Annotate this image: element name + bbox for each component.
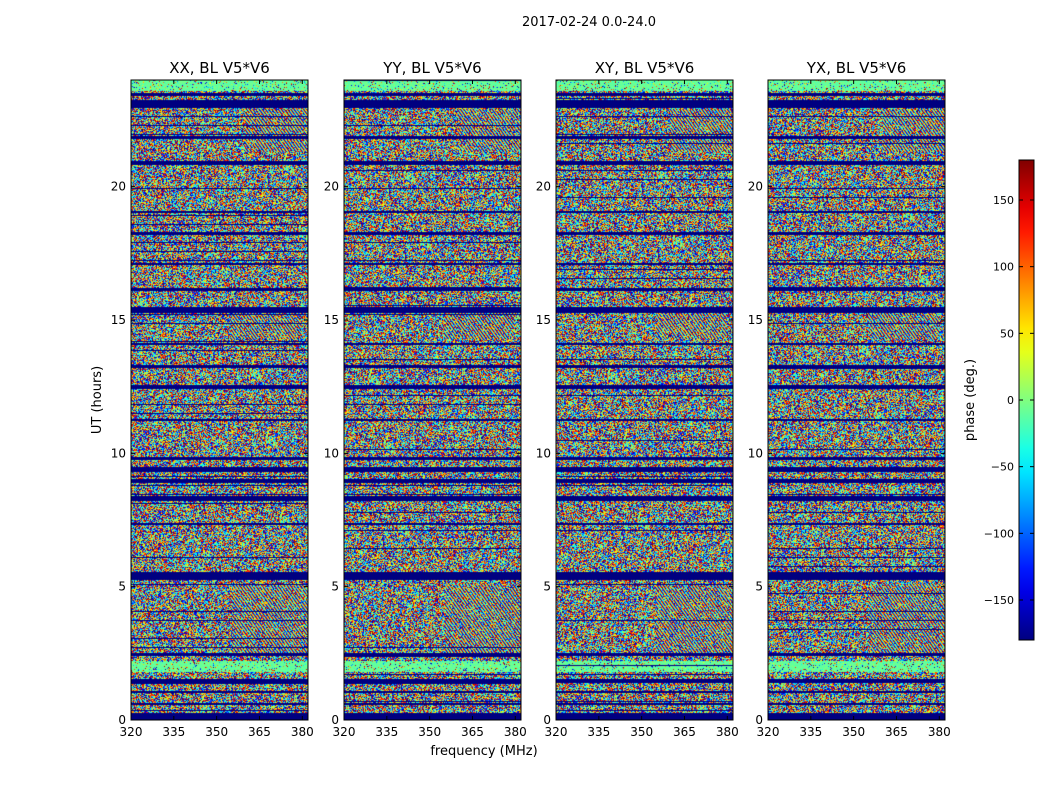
x-tick-label: 350 — [418, 725, 441, 739]
x-tick-label: 365 — [673, 725, 696, 739]
phase-image-2 — [344, 80, 521, 720]
x-tick-label: 320 — [545, 725, 568, 739]
colorbar-tick-label: 0 — [1007, 394, 1014, 407]
y-tick-label: 10 — [324, 446, 339, 460]
y-tick-label: 5 — [543, 580, 551, 594]
x-tick-label: 380 — [716, 725, 739, 739]
panel-frame — [343, 79, 522, 721]
x-tick-label: 335 — [799, 725, 822, 739]
panel-title: XX, BL V5*V6 — [169, 59, 270, 77]
y-tick-label: 5 — [331, 580, 339, 594]
colorbar-tick-label: 50 — [1000, 327, 1014, 340]
y-tick-label: 0 — [543, 713, 551, 727]
x-tick-label: 365 — [461, 725, 484, 739]
figure-suptitle: 2017-02-24 0.0-24.0 — [522, 15, 656, 30]
y-tick-label: 20 — [324, 180, 339, 194]
y-tick-label: 10 — [748, 446, 763, 460]
y-tick-label: 15 — [748, 313, 763, 327]
x-tick-label: 380 — [291, 725, 314, 739]
panel-4: YX, BL V5*V6 320 335 350 365 380 0 5 10 15 20 — [748, 59, 951, 739]
panel-title: YX, BL V5*V6 — [806, 59, 907, 77]
x-tick-label: 335 — [587, 725, 610, 739]
y-tick-label: 0 — [755, 713, 763, 727]
panel-frame — [555, 79, 734, 721]
colorbar-tick-label: −100 — [984, 527, 1014, 540]
y-tick-label: 15 — [324, 313, 339, 327]
x-tick-label: 380 — [928, 725, 951, 739]
x-tick-label: 365 — [248, 725, 271, 739]
x-tick-label: 350 — [630, 725, 653, 739]
colorbar-tick-label: −150 — [984, 594, 1014, 607]
x-tick-label: 335 — [162, 725, 185, 739]
x-tick-label: 335 — [375, 725, 398, 739]
panel-3: XY, BL V5*V6 320 335 350 365 380 0 5 10 15 20 — [536, 59, 739, 739]
panel-title: YY, BL V5*V6 — [382, 59, 481, 77]
y-tick-label: 0 — [331, 713, 339, 727]
y-tick-label: 5 — [118, 580, 126, 594]
phase-image-1 — [131, 80, 308, 720]
y-tick-label: 10 — [111, 446, 126, 460]
x-tick-label: 320 — [120, 725, 143, 739]
colorbar-tick-label: 100 — [993, 261, 1014, 274]
x-tick-label: 380 — [504, 725, 527, 739]
y-tick-label: 20 — [536, 180, 551, 194]
x-tick-label: 350 — [205, 725, 228, 739]
x-tick-label: 350 — [842, 725, 865, 739]
x-tick-label: 365 — [885, 725, 908, 739]
y-tick-label: 5 — [755, 580, 763, 594]
colorbar-tick-label: −50 — [991, 461, 1014, 474]
colorbar-tick-label: 150 — [993, 194, 1014, 207]
panel-title: XY, BL V5*V6 — [595, 59, 695, 77]
y-tick-label: 0 — [118, 713, 126, 727]
y-tick-label: 20 — [111, 180, 126, 194]
panel-1: XX, BL V5*V6 320 335 350 365 380 0 5 10 15 20 — [111, 59, 314, 739]
panel-frame — [767, 79, 946, 721]
panel-frame — [130, 79, 309, 721]
phase-image-3 — [556, 80, 733, 720]
x-tick-label: 320 — [333, 725, 356, 739]
y-tick-label: 10 — [536, 446, 551, 460]
colorbar-label: phase (deg.) — [963, 359, 978, 441]
y-tick-label: 20 — [748, 180, 763, 194]
panel-2: YY, BL V5*V6 320 335 350 365 380 0 5 10 15 20 — [324, 59, 527, 739]
x-tick-label: 320 — [757, 725, 780, 739]
y-axis-label: UT (hours) — [90, 366, 105, 434]
phase-image-4 — [768, 80, 945, 720]
x-axis-label: frequency (MHz) — [430, 744, 537, 759]
colorbar: 150 100 50 0 −50 −100 −150 — [984, 159, 1035, 641]
y-tick-label: 15 — [111, 313, 126, 327]
y-tick-label: 15 — [536, 313, 551, 327]
